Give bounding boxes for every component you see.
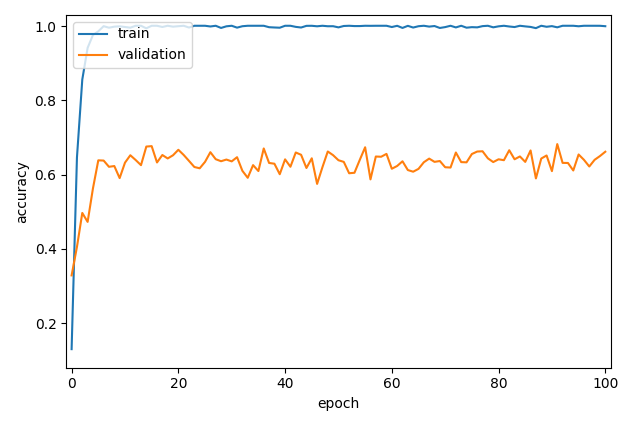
Line: validation: validation bbox=[72, 144, 605, 275]
validation bbox=[553, 141, 561, 147]
train bbox=[319, 23, 327, 28]
train bbox=[105, 25, 113, 30]
train bbox=[447, 23, 455, 28]
train bbox=[602, 24, 609, 29]
validation bbox=[441, 165, 449, 170]
train bbox=[474, 25, 481, 30]
validation bbox=[105, 164, 113, 170]
train bbox=[132, 23, 139, 28]
Line: train: train bbox=[72, 26, 605, 349]
train bbox=[68, 347, 75, 352]
train bbox=[207, 24, 214, 29]
train bbox=[393, 23, 401, 29]
validation bbox=[68, 273, 75, 278]
validation bbox=[313, 181, 321, 187]
validation bbox=[388, 166, 396, 171]
Legend: train, validation: train, validation bbox=[73, 22, 192, 68]
validation bbox=[201, 159, 209, 164]
Y-axis label: accuracy: accuracy bbox=[15, 160, 29, 223]
X-axis label: epoch: epoch bbox=[318, 397, 359, 411]
validation bbox=[468, 152, 476, 157]
validation bbox=[602, 149, 609, 154]
